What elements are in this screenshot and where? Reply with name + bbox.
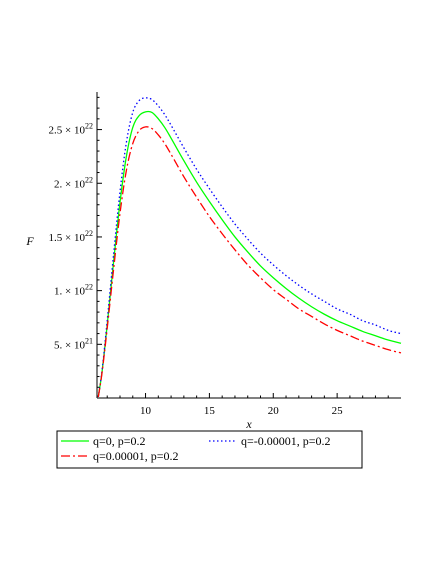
x-tick-label: 10	[140, 405, 152, 417]
y-axis-label: F	[25, 234, 34, 248]
y-tick-exponent: 22	[85, 175, 93, 184]
y-tick-times: × 10	[65, 232, 85, 244]
y-tick-label: 5. × 1021	[54, 336, 93, 351]
legend-entry: q=0, p=0.2	[93, 434, 146, 448]
y-tick-mantissa: 5.	[54, 339, 65, 351]
y-tick-mantissa: 2.5	[49, 125, 66, 137]
y-tick-mantissa: 2.	[54, 178, 65, 190]
series-layer	[97, 97, 402, 398]
legend-box	[56, 430, 363, 469]
x-tick-label: 20	[268, 405, 280, 417]
y-tick-times: × 10	[65, 178, 85, 190]
x-tick-label: 25	[332, 405, 344, 417]
y-tick-exponent: 21	[85, 336, 93, 345]
x-ticks: 10 15 20 25	[106, 393, 389, 417]
y-tick-times: × 10	[65, 286, 85, 298]
y-tick-mantissa: 1.5	[49, 232, 66, 244]
legend-entry: q=-0.00001, p=0.2	[241, 434, 331, 448]
series-line-2	[97, 97, 402, 398]
series-line-3	[97, 126, 402, 398]
y-tick-label: 1.5 × 1022	[49, 229, 93, 244]
y-tick-label: 2.5 × 1022	[49, 122, 93, 137]
y-tick-mantissa: 1.	[54, 286, 65, 298]
legend: q=0, p=0.2 q=-0.00001, p=0.2 q=0.00001, p=…	[56, 430, 363, 469]
y-tick-exponent: 22	[85, 283, 93, 292]
y-tick-times: × 10	[65, 125, 85, 137]
x-tick-label: 15	[204, 405, 216, 417]
axes-layer	[96, 92, 401, 399]
x-axis-label: x	[245, 417, 252, 431]
y-tick-times: × 10	[65, 339, 85, 351]
y-tick-label: 2. × 1022	[54, 175, 93, 190]
y-tick-exponent: 22	[85, 229, 93, 238]
y-tick-exponent: 22	[85, 122, 93, 131]
legend-entry: q=0.00001, p=0.2	[93, 449, 179, 463]
series-line-1	[97, 110, 402, 398]
y-tick-label: 1. × 1022	[54, 283, 93, 298]
